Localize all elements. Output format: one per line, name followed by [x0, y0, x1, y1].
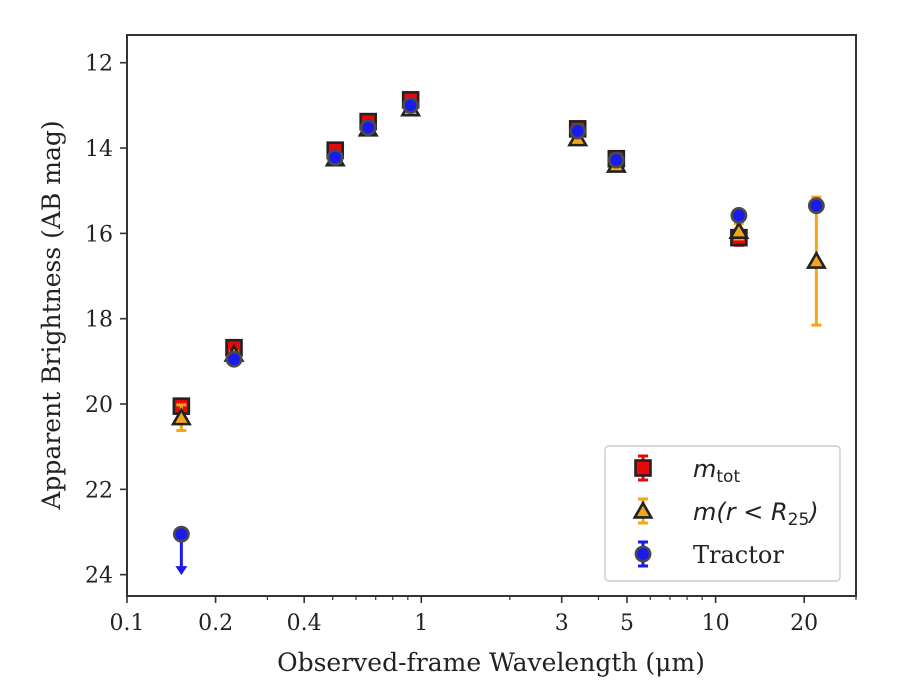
data-point: [805, 250, 827, 269]
axis-ticks: 0.1 0.2 0.4 1 3 5 10 20 12 14 16 18 20 22 24: [85, 52, 857, 636]
legend-label: m(r < R25): [693, 498, 819, 530]
data-point: [402, 96, 420, 114]
series-Tractor: [172, 96, 825, 576]
x-tick-label: 0.4: [287, 611, 322, 636]
legend-marker: [632, 500, 654, 519]
data-point: [326, 149, 344, 166]
data-marks: [170, 91, 827, 576]
legend-box: [604, 445, 841, 582]
x-tick-label: 10: [702, 611, 730, 636]
legend-label-base: m: [693, 455, 716, 483]
y-tick-label: 22: [85, 478, 113, 503]
y-tick-label: 16: [85, 222, 113, 247]
legend-label-tail: ): [807, 498, 818, 526]
data-point: [170, 407, 192, 426]
data-point: [172, 525, 190, 543]
data-point: [225, 350, 243, 368]
legend: mtot m(r < R25) Tractor: [604, 445, 841, 582]
data-point: [730, 207, 748, 224]
y-tick-label: 14: [85, 137, 113, 162]
y-axis-title: Apparent Brightness (AB mag): [37, 120, 66, 510]
legend-label-base: m(r < R: [693, 498, 788, 526]
data-point: [359, 119, 377, 137]
x-tick-label: 0.2: [198, 611, 233, 636]
x-tick-label: 0.1: [110, 611, 145, 636]
x-axis-title: Observed-frame Wavelength (μm): [277, 648, 705, 677]
legend-label: Tractor: [693, 541, 784, 569]
legend-label-subscript: 25: [788, 510, 810, 530]
legend-marker: [634, 545, 652, 563]
legend-label-subscript: tot: [716, 467, 740, 487]
upper-limit-arrowhead: [175, 566, 188, 576]
x-tick-label: 5: [620, 611, 634, 636]
x-tick-label: 20: [790, 611, 818, 636]
data-point: [569, 122, 587, 140]
data-point: [607, 151, 625, 169]
y-tick-label: 20: [85, 393, 113, 418]
data-point: [728, 220, 750, 240]
legend-marker: [634, 459, 652, 477]
y-tick-label: 18: [85, 308, 113, 333]
legend-label: mtot: [693, 455, 740, 487]
y-tick-label: 24: [85, 564, 113, 589]
data-point: [807, 197, 825, 215]
y-tick-label: 12: [85, 52, 113, 77]
x-tick-label: 3: [555, 611, 569, 636]
x-tick-label: 1: [414, 611, 428, 636]
plot-frame: [126, 34, 857, 597]
